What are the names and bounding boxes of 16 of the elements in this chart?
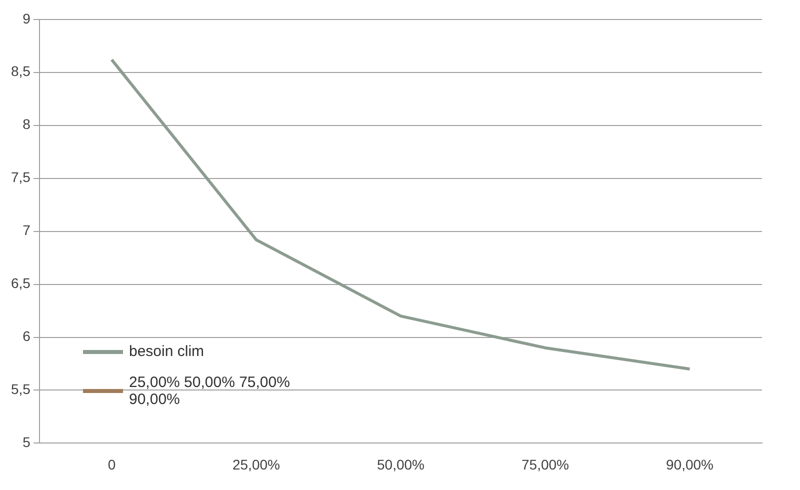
y-tick-label: 6,5 (10, 275, 31, 292)
x-tick-label: 25,00% (232, 456, 280, 472)
y-tick-label: 6 (22, 328, 31, 344)
x-tick-label: 75,00% (521, 456, 569, 472)
y-tick-label: 7,5 (10, 169, 31, 186)
x-tick-label: 50,00% (376, 456, 424, 472)
y-tick-label: 7 (22, 222, 31, 238)
y-tick-label: 5,5 (10, 381, 31, 398)
x-tick-label: 0 (108, 456, 116, 472)
legend-label: 25,00% 50,00% 75,00% 90,00% (129, 374, 291, 408)
y-tick-label: 8 (22, 116, 31, 132)
x-tick-label: 90,00% (666, 456, 714, 472)
y-tick-label: 8,5 (10, 63, 31, 80)
y-tick-label: 5 (22, 434, 31, 450)
y-tick-label: 9 (22, 10, 31, 26)
legend-label: besoin clim (129, 343, 204, 360)
